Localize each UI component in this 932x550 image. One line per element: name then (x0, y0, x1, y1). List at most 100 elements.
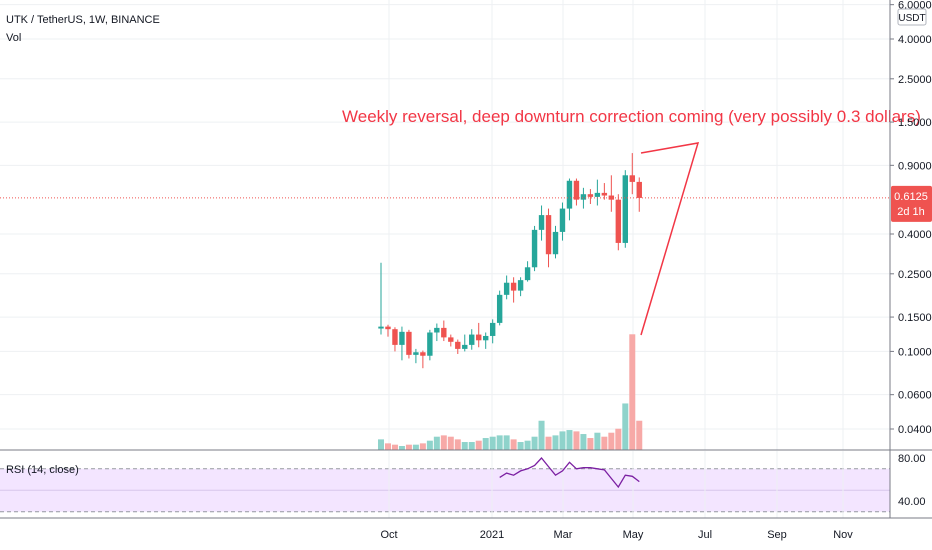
price-tick-label: 0.9000 (898, 160, 932, 172)
volume-bars (378, 334, 643, 450)
candle (448, 334, 454, 347)
volume-bar (426, 440, 433, 450)
volume-bar (482, 438, 489, 450)
volume-bar (573, 431, 580, 450)
annotation-arrow (640, 142, 700, 336)
candle (552, 225, 559, 259)
rsi-axis[interactable]: 80.00 40.00 (898, 453, 926, 508)
volume-bar (412, 444, 419, 450)
rsi-tick-label: 40.00 (898, 496, 926, 508)
time-tick-label: Sep (767, 529, 787, 541)
candle (427, 329, 433, 361)
time-tick-label: Nov (833, 529, 853, 541)
volume-bar (475, 440, 482, 450)
currency-badge[interactable]: USDT (897, 8, 927, 26)
volume-bar (601, 436, 608, 450)
price-tick-label: 4.0000 (898, 34, 932, 46)
candle (483, 332, 489, 349)
candle (420, 350, 426, 369)
rsi-label: RSI (14, close) (6, 464, 79, 476)
candle (434, 323, 440, 342)
candle (413, 348, 419, 364)
volume-bar (524, 440, 531, 450)
price-tick-label: 1.5000 (898, 117, 932, 129)
price-tick-label: 0.0600 (898, 390, 932, 402)
last-price-label: 0.6125 2d 1h (891, 185, 932, 222)
volume-bar (587, 438, 594, 450)
candle (636, 177, 642, 212)
svg-text:USDT: USDT (898, 13, 925, 24)
price-tick-label: 2.5000 (898, 74, 932, 86)
volume-bar (517, 442, 524, 450)
candle (524, 261, 531, 282)
candle (503, 275, 510, 300)
svg-text:2d 1h: 2d 1h (897, 206, 925, 218)
volume-bar (384, 443, 391, 450)
volume-bar (440, 435, 447, 450)
candle (580, 187, 587, 209)
candle (622, 170, 628, 248)
annotation-text: Weekly reversal, deep downturn correctio… (342, 107, 921, 126)
volume-bar (489, 436, 496, 450)
volume-bar (468, 442, 475, 450)
candles (378, 153, 642, 369)
volume-bar (398, 446, 405, 450)
candle (573, 178, 580, 206)
volume-bar (580, 434, 587, 450)
volume-bar (545, 436, 552, 450)
time-axis[interactable]: Oct 2021 Mar May Jul Sep Nov (380, 529, 853, 541)
candle (385, 324, 391, 337)
candle (629, 153, 635, 195)
volume-bar (454, 439, 461, 450)
candle (455, 339, 461, 354)
volume-bar (531, 436, 538, 450)
time-tick-label: 2021 (480, 529, 504, 541)
candle (441, 320, 447, 342)
volume-bar (594, 432, 601, 450)
time-tick-label: Mar (554, 529, 573, 541)
volume-bar (503, 435, 510, 450)
price-tick-label: 0.4000 (898, 229, 932, 241)
candle (406, 329, 412, 359)
candle (399, 326, 405, 361)
candle (531, 225, 538, 272)
price-tick-label: 0.0400 (898, 424, 932, 436)
candle (496, 290, 503, 326)
candle (489, 319, 496, 344)
candle (476, 322, 482, 348)
candle (608, 175, 615, 212)
volume-bar (461, 442, 468, 450)
candle (587, 189, 594, 205)
main-pane[interactable] (0, 0, 890, 450)
price-axis[interactable]: 6.0000 4.0000 2.5000 1.5000 0.9000 0.4000 0.25… (890, 0, 932, 436)
candle (601, 183, 608, 200)
price-tick-label: 0.2500 (898, 269, 932, 281)
volume-bar (615, 428, 622, 450)
candle (469, 329, 475, 350)
volume-bar (552, 435, 559, 450)
svg-text:0.6125: 0.6125 (894, 191, 928, 203)
volume-bar (559, 431, 566, 450)
volume-bar (510, 439, 517, 450)
volume-bar (566, 430, 573, 450)
volume-bar (391, 444, 398, 450)
candle (538, 205, 545, 241)
price-tick-label: 0.1500 (898, 312, 932, 324)
volume-bar (608, 432, 615, 450)
symbol-title: UTK / TetherUS, 1W, BINANCE (6, 14, 160, 26)
candle (378, 262, 384, 335)
volume-bar (405, 444, 412, 450)
price-tick-label: 6.0000 (898, 0, 932, 12)
candle (615, 194, 622, 251)
rsi-pane[interactable]: RSI (14, close) (0, 451, 890, 518)
candle (566, 178, 573, 221)
candle (559, 202, 566, 241)
rsi-line (499, 457, 640, 489)
candle (462, 334, 468, 352)
volume-bar (433, 436, 440, 450)
volume-bar (538, 420, 545, 450)
candle (510, 277, 517, 303)
volume-bar (496, 435, 503, 450)
price-tick-label: 0.1000 (898, 346, 932, 358)
